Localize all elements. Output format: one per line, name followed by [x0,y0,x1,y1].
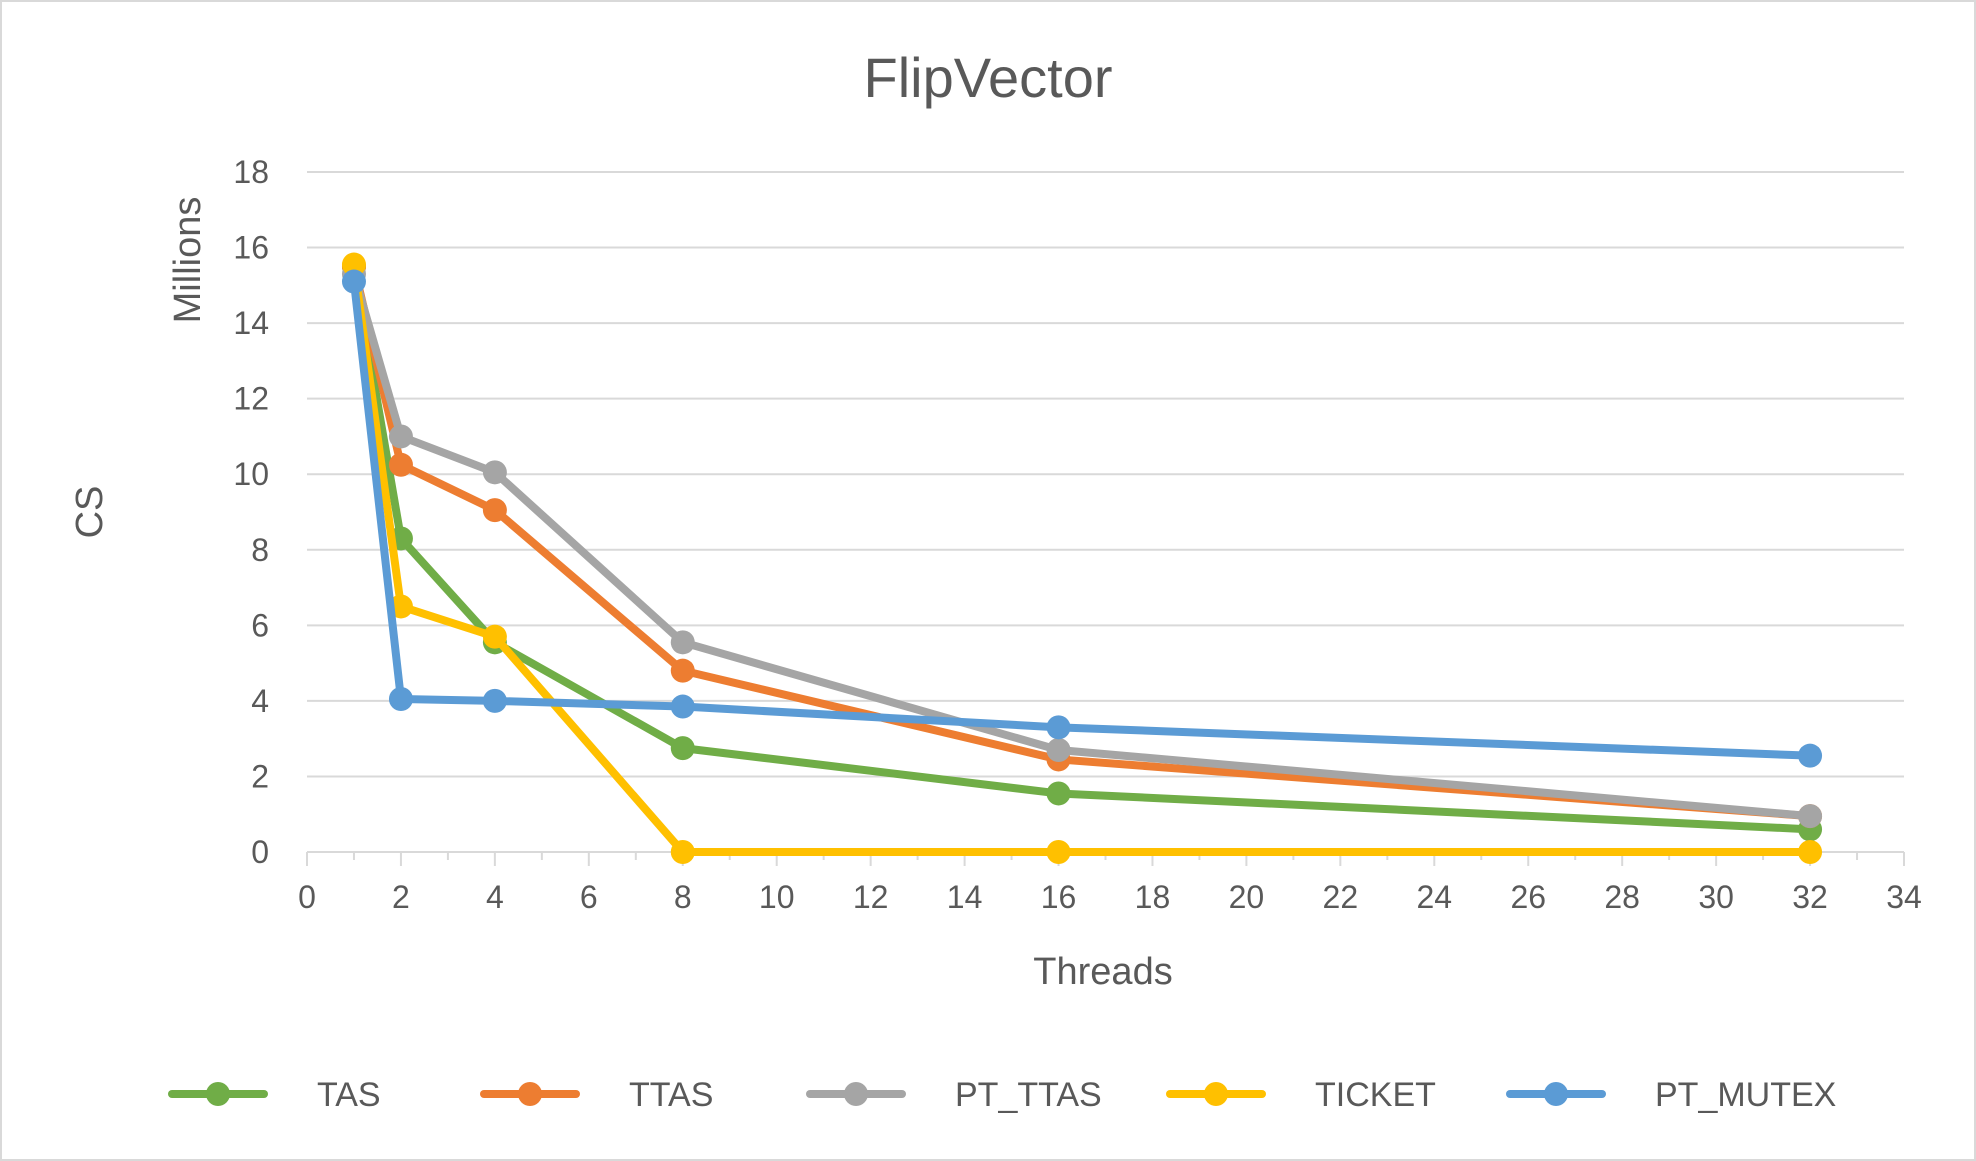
x-tick-label: 2 [392,879,410,915]
y-tick-label: 16 [233,230,269,266]
legend-entry: PT_MUTEX [1506,1076,1836,1114]
data-point [670,630,695,655]
x-tick-label: 30 [1698,879,1734,915]
legend-marker [844,1082,868,1106]
legend-label: PT_TTAS [955,1076,1102,1114]
x-tick-label: 6 [580,879,598,915]
series-line [349,270,1815,821]
x-tick-label: 26 [1510,879,1546,915]
series-line [349,260,1815,856]
legend-label: TICKET [1315,1076,1436,1114]
x-tick-label: 34 [1886,879,1922,915]
y-axis-unit-label: Millions [167,197,209,324]
y-tick-label: 2 [251,758,269,794]
legend-marker [206,1082,230,1106]
x-tick-label: 28 [1604,879,1640,915]
y-tick-label: 0 [251,834,269,870]
y-axis-title: CS [69,486,111,539]
data-point [1046,840,1071,864]
legend-entry: TICKET [1166,1076,1436,1114]
data-point [482,624,507,649]
legend-marker [1544,1082,1568,1106]
legend-label: TTAS [629,1076,713,1114]
y-tick-label: 14 [233,305,269,341]
legend-entry: TAS [168,1076,381,1114]
series-ttas [341,254,1823,829]
series-line [349,262,1815,834]
x-tick-label: 18 [1135,879,1171,915]
x-tick-label: 8 [674,879,692,915]
series-pt-ttas [341,262,1823,829]
data-point [341,252,366,277]
x-tick-label: 4 [486,879,504,915]
chart-title: FlipVector [864,46,1113,109]
grid-lines [307,171,1904,778]
legend-label: TAS [317,1076,381,1114]
series-pt-mutex [341,269,1823,768]
y-tick-label: 8 [251,532,269,568]
data-point [388,452,413,477]
x-tick-label: 12 [853,879,889,915]
legend-marker [1204,1082,1228,1106]
legend-entry: TTAS [480,1076,713,1114]
x-tick-label: 24 [1416,879,1452,915]
legend: TAS TTAS PT_TTAS TICKET PT_MUTEX [168,1076,1836,1114]
data-point [670,736,695,761]
data-point [1046,715,1071,740]
x-axis-title: Threads [1033,951,1172,993]
legend-entry: PT_TTAS [806,1076,1102,1114]
data-point [388,424,413,449]
x-tick-labels: 0 2 4 6 8 10 12 14 16 18 20 22 24 26 28 30 32 34 [298,879,1922,915]
data-point [482,460,507,485]
data-point [1046,738,1071,762]
x-tick-label: 14 [947,879,983,915]
data-point [1798,840,1823,864]
y-tick-labels: 0 2 4 6 8 10 12 14 16 18 [233,154,269,870]
x-tick-label: 22 [1323,879,1359,915]
legend-label: PT_MUTEX [1655,1076,1836,1114]
data-point [1046,781,1071,806]
y-tick-label: 4 [251,683,269,719]
series-line [349,277,1815,760]
data-point [1798,804,1823,829]
data-point [482,688,507,713]
data-point [670,840,695,864]
data-point [670,658,695,683]
x-tick-label: 0 [298,879,316,915]
x-tick-label: 16 [1041,879,1077,915]
series-ticket [341,252,1823,864]
x-tick-label: 10 [759,879,795,915]
y-tick-label: 10 [233,456,269,492]
y-tick-label: 12 [233,381,269,417]
data-point [670,694,695,719]
y-tick-label: 18 [233,154,269,190]
x-tick-label: 32 [1792,879,1828,915]
data-point [482,498,507,523]
data-point [341,269,366,294]
y-tick-label: 6 [251,607,269,643]
data-point [388,687,413,711]
data-point [1798,743,1823,768]
legend-marker [518,1082,542,1106]
series-layer [341,252,1823,864]
x-tick-label: 20 [1229,879,1265,915]
